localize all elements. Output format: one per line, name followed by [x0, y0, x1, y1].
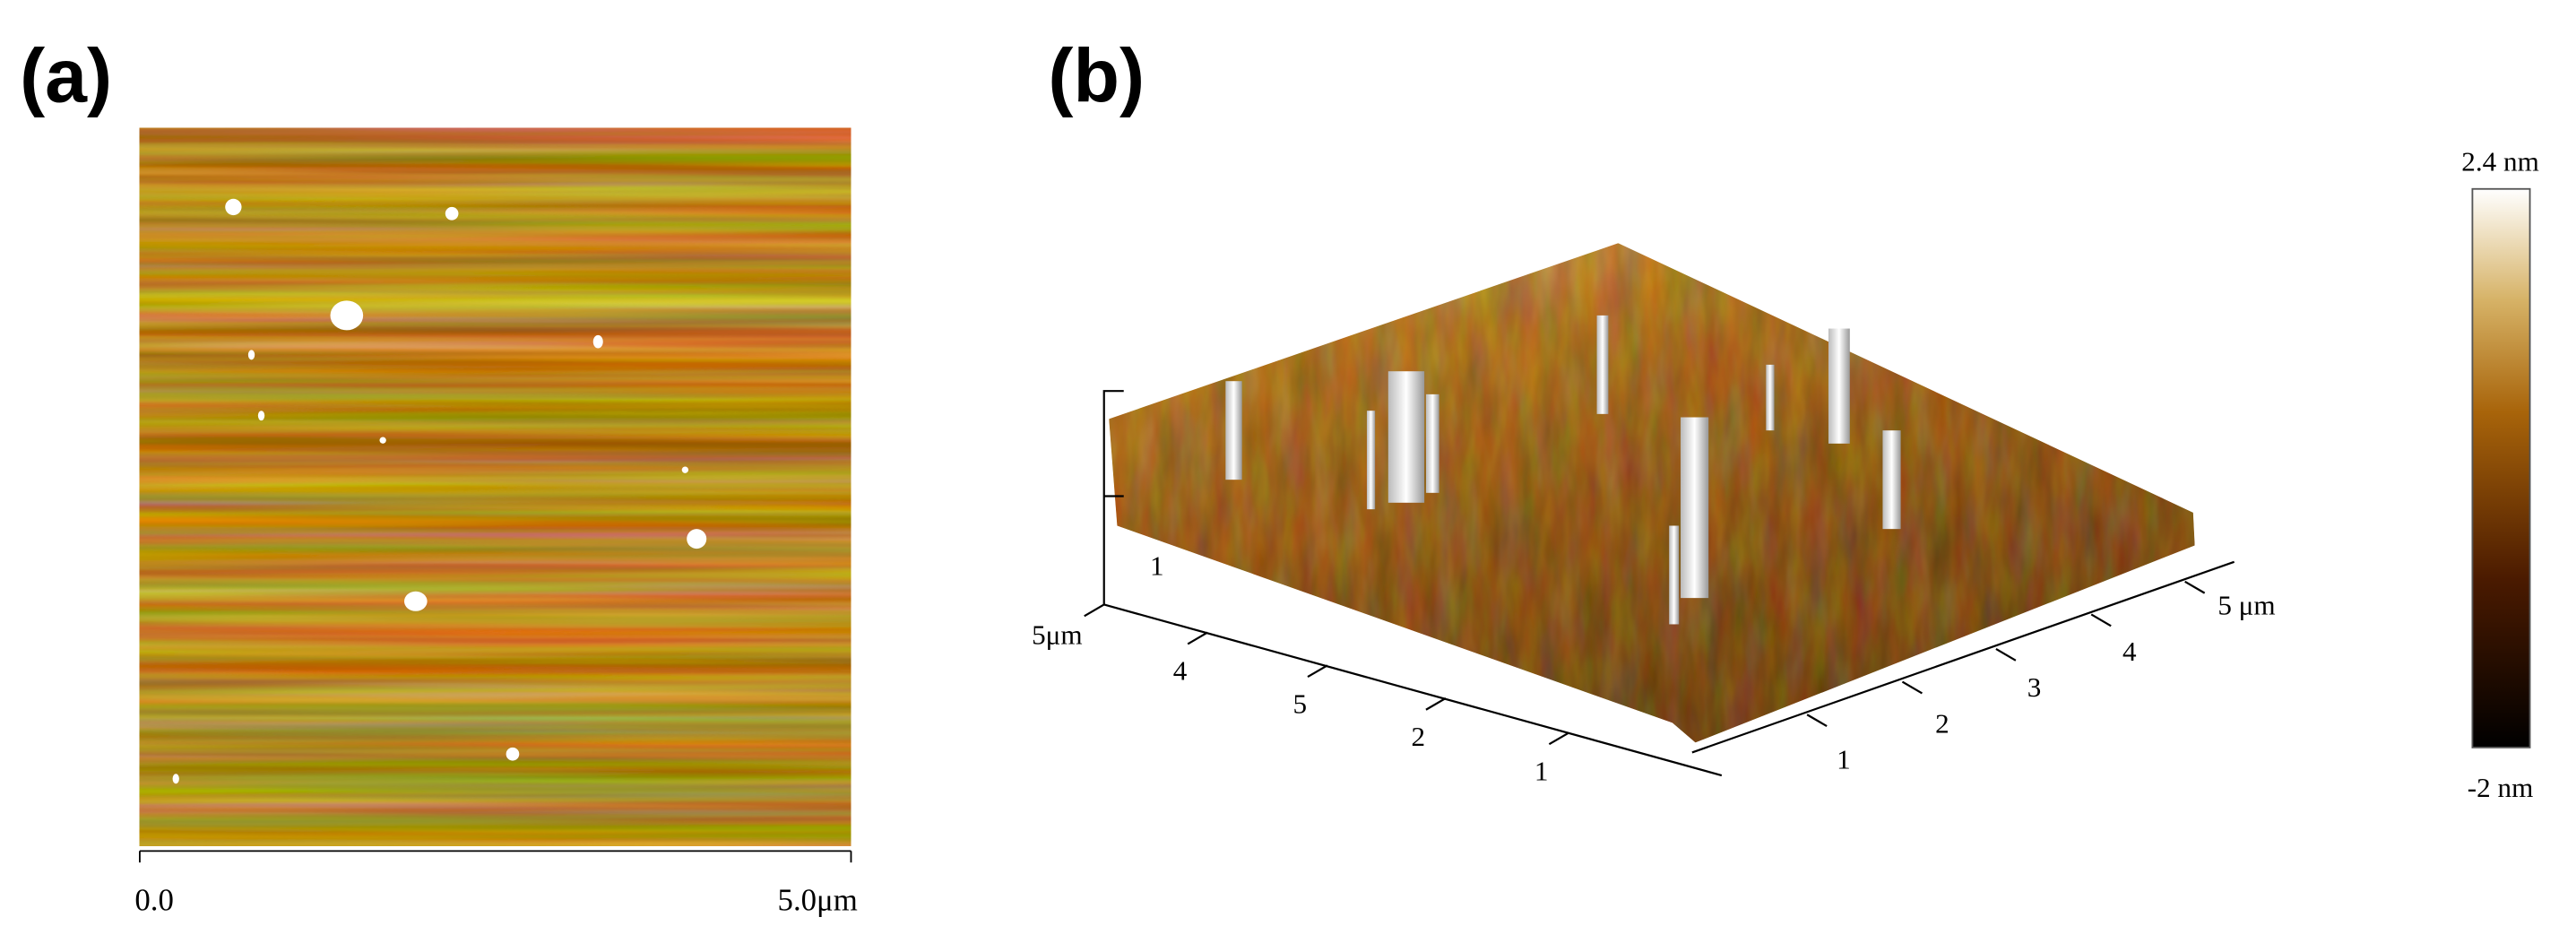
pillars	[1225, 315, 1901, 625]
scale-end: 5.0μm	[778, 882, 858, 917]
z-tick: 1	[1150, 549, 1164, 581]
x-tick: 1	[1534, 756, 1549, 787]
y-tick: 1	[1837, 744, 1851, 775]
x-tick: 5	[1292, 688, 1307, 719]
x-tick: 5μm	[1032, 619, 1083, 650]
x-tick: 2	[1411, 721, 1425, 752]
x-tick: 4	[1173, 655, 1188, 687]
y-tick: 2	[1935, 707, 1949, 739]
particles	[172, 198, 707, 784]
scale-start: 0.0	[134, 882, 174, 917]
y-tick: 3	[2027, 671, 2042, 703]
axes-3d	[1084, 390, 2235, 777]
colorbar-min: -2 nm	[2468, 772, 2534, 803]
scale-bar	[138, 850, 852, 863]
panel-label: (b)	[1048, 34, 1145, 118]
y-tick: 4	[2122, 636, 2137, 667]
y-tick: 5 μm	[2217, 589, 2275, 620]
surface-3d	[1109, 243, 2195, 743]
colorbar-max: 2.4 nm	[2461, 146, 2539, 177]
afm-height-map	[139, 127, 851, 846]
panel-label: (a)	[20, 34, 112, 118]
colorbar	[2471, 187, 2531, 748]
